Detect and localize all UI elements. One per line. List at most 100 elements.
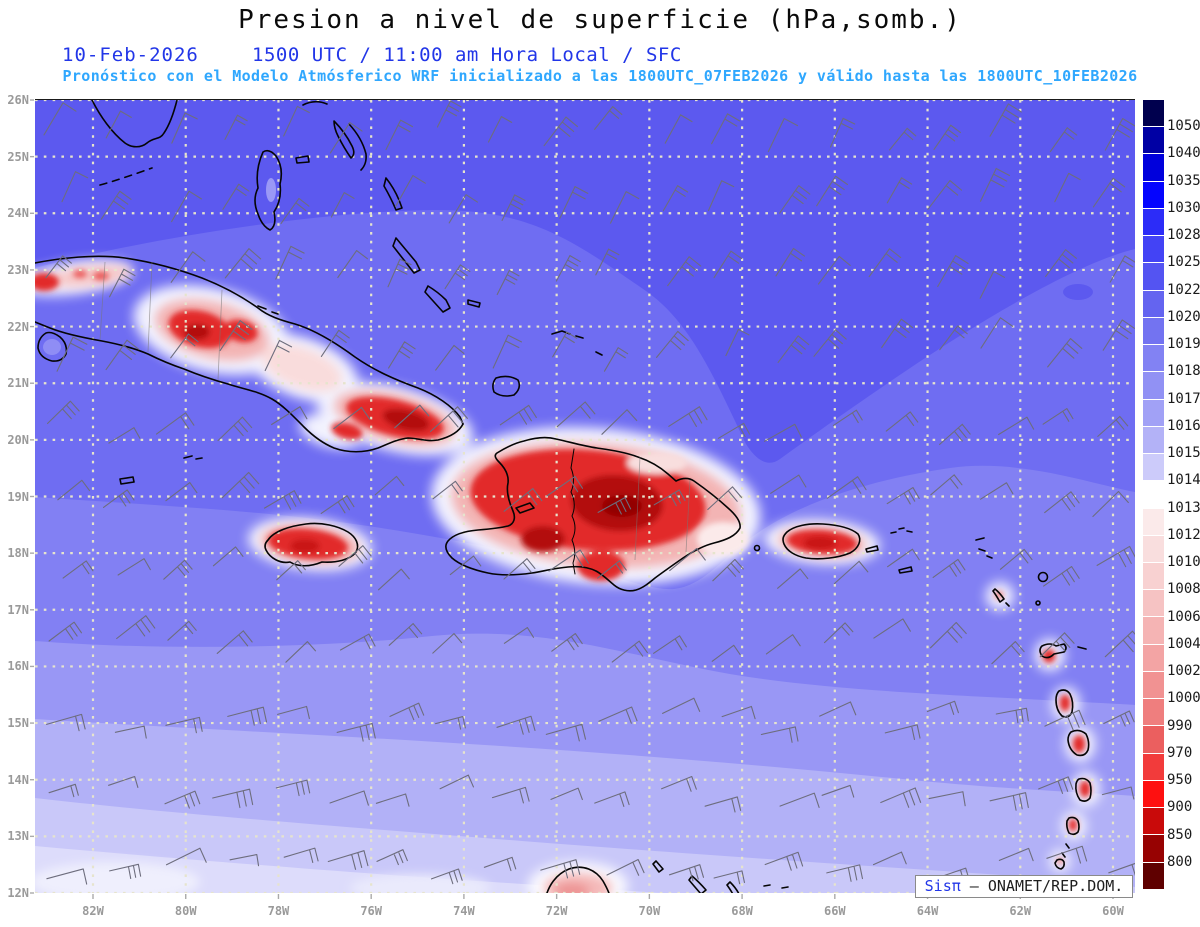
colorbar-band — [1143, 671, 1164, 700]
colorbar-value: 1050 — [1167, 118, 1200, 135]
lat-label: 14N — [7, 772, 29, 787]
watermark-badge: Sisπ – ONAMET/REP.DOM. — [915, 875, 1133, 898]
colorbar-value: 1030 — [1167, 199, 1200, 216]
isla-juventud — [37, 331, 68, 362]
virgin-islands — [890, 527, 913, 574]
colorbar-band — [1143, 208, 1164, 237]
colorbar-value: 990 — [1167, 717, 1193, 734]
lon-label: 70W — [638, 904, 661, 918]
lon-label: 66W — [823, 904, 846, 918]
cuba-cays — [257, 305, 279, 315]
lat-label: 18N — [7, 546, 29, 561]
long-island-bahamas — [392, 237, 421, 274]
aruba — [652, 860, 664, 873]
cuba-south-coast — [35, 321, 464, 453]
colorbar-value: 1000 — [1167, 690, 1200, 707]
colorbar-band — [1143, 399, 1164, 427]
lat-label: 22N — [7, 319, 29, 334]
province-borders — [99, 261, 691, 561]
martinique — [1067, 729, 1090, 757]
montserrat — [1035, 600, 1041, 606]
puerto-rico-coastline — [782, 523, 861, 560]
lon-label: 72W — [545, 904, 568, 918]
colorbar-band — [1143, 508, 1164, 536]
colorbar-value: 1035 — [1167, 172, 1200, 189]
colorbar-band — [1143, 263, 1164, 291]
lat-label: 24N — [7, 206, 29, 221]
andros-light-pocket — [266, 178, 276, 202]
colorbar-value: 1004 — [1167, 635, 1200, 652]
bonaire — [726, 881, 740, 893]
colorbar-band — [1143, 345, 1164, 373]
lon-label: 62W — [1009, 904, 1032, 918]
grenadines — [1061, 843, 1070, 858]
abaco-island — [333, 120, 355, 159]
colorbar-band — [1143, 562, 1164, 591]
colorbar-band — [1143, 481, 1164, 509]
colorbar-value: 1015 — [1167, 445, 1200, 462]
colorbar-band — [1143, 617, 1164, 645]
lat-label: 23N — [7, 262, 29, 277]
st-kitts-nevis — [992, 588, 1010, 607]
cayman-islands — [119, 455, 203, 485]
coastlines — [35, 100, 1092, 893]
antigua — [1037, 571, 1049, 583]
valid-time: 1500 UTC / 11:00 am Hora Local / SFC — [252, 44, 682, 66]
colorbar-value: 1019 — [1167, 336, 1200, 353]
colorbar-value: 1002 — [1167, 663, 1200, 680]
andros-island — [254, 149, 283, 231]
colorbar-band — [1143, 808, 1164, 836]
colorbar-value: 1025 — [1167, 254, 1200, 271]
watermark-brand: Sisπ — [924, 877, 961, 895]
colorbar-value: 1006 — [1167, 608, 1200, 625]
lon-label: 76W — [360, 904, 383, 918]
hispaniola-coastline — [445, 436, 741, 592]
st-vincent — [1065, 816, 1080, 836]
colorbar-band — [1143, 726, 1164, 754]
colorbar-value: 1008 — [1167, 581, 1200, 598]
lon-label: 68W — [731, 904, 753, 918]
lon-label: 60W — [1102, 904, 1124, 918]
lon-label: 74W — [453, 904, 475, 918]
colorbar-value: 1013 — [1167, 499, 1200, 516]
crooked-acklins — [424, 285, 451, 313]
colorbar-value: 850 — [1167, 826, 1193, 843]
colorbar-value: 1014 — [1167, 472, 1200, 489]
curacao — [688, 875, 707, 893]
page-title: Presion a nivel de superficie (hPa,somb.… — [238, 5, 962, 35]
lat-label: 20N — [7, 432, 29, 447]
colorbar-band — [1143, 590, 1164, 618]
vieques — [865, 545, 879, 553]
florida-keys — [99, 167, 153, 186]
lon-label: 64W — [916, 904, 939, 918]
cat-island — [383, 177, 403, 211]
guajira-coastline — [546, 866, 610, 893]
juventud-light-pocket — [43, 339, 61, 355]
colorbar-band — [1143, 290, 1164, 318]
colorbar-value: 1020 — [1167, 308, 1200, 325]
florida-coastline — [91, 100, 178, 148]
colorbar-value: 1016 — [1167, 417, 1200, 434]
colorbar-band — [1143, 127, 1164, 155]
jamaica-coastline — [264, 522, 359, 567]
colorbar-band — [1143, 835, 1164, 863]
forecast-note: Pronóstico con el Modelo Atmósferico WRF… — [62, 67, 1138, 85]
great-inagua — [492, 375, 521, 397]
colorbar-value: 1040 — [1167, 145, 1200, 162]
colorbar-band — [1143, 317, 1164, 346]
graticule — [35, 100, 1135, 893]
lat-label: 21N — [7, 376, 29, 391]
lon-label: 82W — [82, 904, 104, 918]
cuba-north-coast — [35, 255, 464, 425]
st-lucia — [1075, 777, 1092, 802]
colorbar-band — [1143, 699, 1164, 727]
gonave-island — [515, 502, 535, 514]
colorbar-value: 1017 — [1167, 390, 1200, 407]
grand-bahama — [302, 100, 328, 106]
lat-label: 15N — [7, 716, 29, 731]
mona-island — [753, 544, 761, 552]
colorbar-value: 950 — [1167, 772, 1193, 789]
axis-ticks — [30, 99, 1114, 899]
colorbar-value: 900 — [1167, 799, 1193, 816]
